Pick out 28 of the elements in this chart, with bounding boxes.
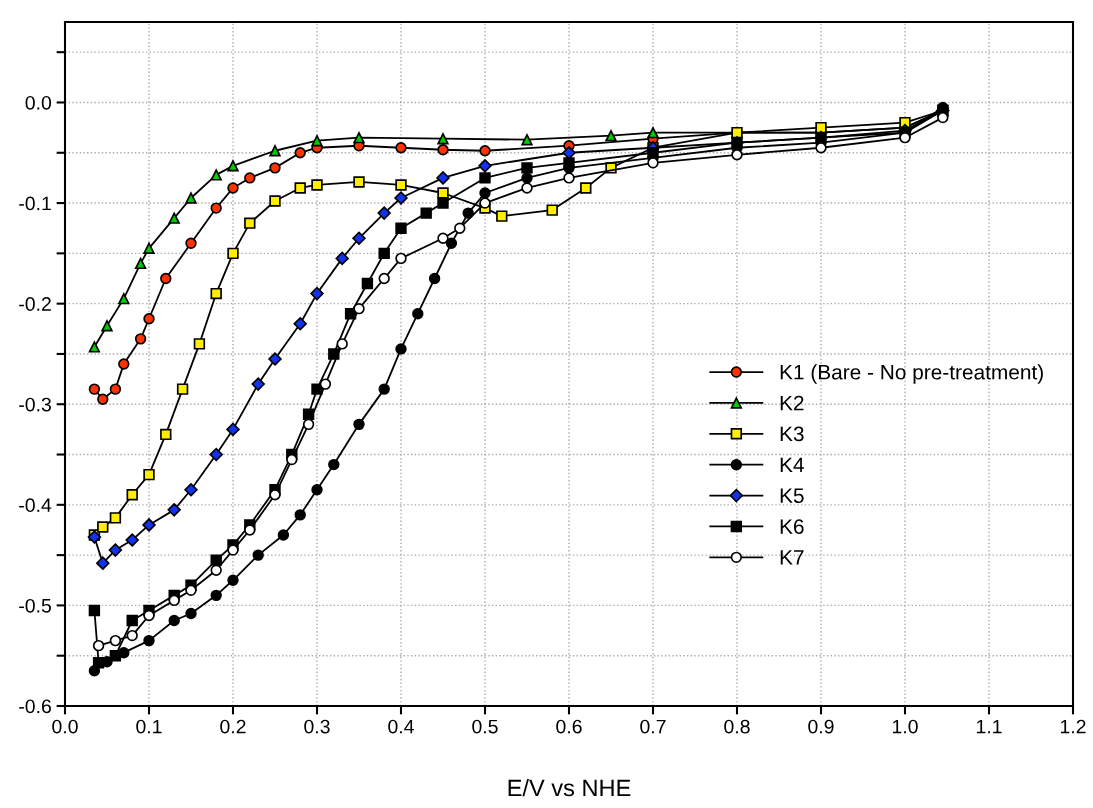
x-tick-label: 0.4: [388, 719, 414, 734]
y-tick-label: -0.3: [19, 397, 51, 412]
legend-label: K5: [780, 488, 804, 504]
x-tick-label: 1.2: [1060, 719, 1086, 734]
x-tick-label: 0.3: [304, 719, 330, 734]
y-tick-label: -0.4: [19, 498, 52, 513]
x-tick-label: 0.1: [136, 719, 162, 734]
legend-label: K1 (Bare - No pre-treatment): [780, 364, 1043, 384]
y-tick-label: -0.6: [19, 699, 51, 714]
x-tick-label: 0.9: [808, 719, 834, 734]
legend-label: K3: [780, 426, 804, 442]
y-tick-label: -0.1: [19, 196, 51, 211]
legend-label: K2: [780, 395, 804, 411]
x-tick-label: 0.5: [472, 719, 498, 734]
legend-label: K6: [780, 519, 804, 534]
legend-label: K4: [780, 457, 804, 472]
x-tick-label: 0.6: [556, 719, 582, 734]
x-tick-label: 0.7: [640, 719, 666, 734]
x-tick-label: 0.2: [220, 719, 246, 734]
legend-label: K7: [780, 550, 804, 565]
x-tick-label: 1.0: [892, 719, 918, 734]
y-tick-label: -0.2: [19, 297, 51, 311]
x-tick-label: 1.1: [976, 719, 1002, 734]
x-axis-title: E/V vs NHE: [508, 778, 631, 797]
x-tick-label: 0.8: [724, 719, 750, 734]
x-tick-label: 0.0: [52, 719, 78, 734]
y-tick-label: 0.0: [25, 95, 52, 110]
y-tick-label: -0.5: [19, 598, 51, 613]
